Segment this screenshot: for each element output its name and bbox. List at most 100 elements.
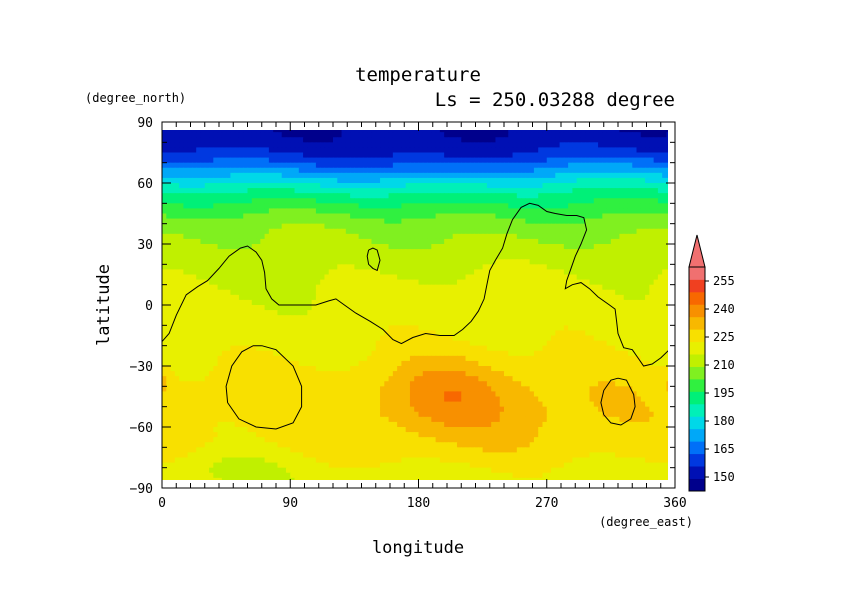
y-units-label: (degree_north) — [85, 91, 186, 105]
heatmap-cell — [392, 162, 398, 169]
heatmap-cell — [585, 213, 591, 220]
heatmap-cell — [384, 315, 390, 321]
heatmap-cell — [328, 142, 334, 149]
heatmap-cell — [512, 244, 518, 250]
heatmap-cell — [397, 177, 402, 184]
heatmap-cell — [307, 330, 313, 337]
heatmap-cell — [593, 152, 599, 159]
heatmap-cell — [516, 320, 522, 326]
heatmap-cell — [572, 330, 578, 337]
heatmap-cell — [572, 193, 578, 199]
heatmap-cell — [623, 325, 629, 332]
heatmap-cell — [435, 183, 441, 189]
heatmap-cell — [243, 279, 249, 286]
heatmap-cell — [666, 157, 668, 164]
heatmap-cell — [392, 142, 398, 149]
heatmap-cell — [546, 310, 552, 316]
heatmap-cell — [593, 223, 599, 230]
heatmap-cell — [285, 315, 291, 321]
heatmap-cell — [298, 157, 304, 164]
heatmap-cell — [290, 294, 296, 301]
heatmap-cell — [392, 264, 398, 271]
heatmap-cell — [491, 203, 497, 210]
heatmap-cell — [281, 264, 287, 271]
heatmap-cell — [645, 228, 650, 235]
heatmap-cell — [521, 294, 526, 301]
heatmap-cell — [422, 238, 428, 245]
heatmap-cell — [551, 157, 556, 164]
heatmap-cell — [439, 188, 445, 194]
heatmap-cell — [397, 305, 402, 311]
heatmap-cell — [499, 264, 505, 271]
heatmap-cell — [431, 137, 437, 143]
heatmap-cell — [512, 137, 518, 143]
heatmap-cell — [328, 188, 334, 194]
heatmap-cell — [414, 279, 420, 286]
heatmap-cell — [452, 208, 458, 215]
heatmap-cell — [362, 320, 368, 326]
heatmap-cell — [465, 218, 471, 225]
heatmap-cell — [645, 259, 650, 265]
heatmap-cell — [388, 274, 394, 281]
heatmap-cell — [367, 228, 373, 235]
heatmap-cell — [598, 203, 603, 210]
heatmap-cell — [580, 294, 586, 301]
heatmap-cell — [478, 213, 484, 220]
heatmap-cell — [585, 274, 591, 281]
heatmap-cell — [345, 167, 351, 174]
heatmap-cell — [285, 177, 291, 184]
heatmap-cell — [435, 132, 441, 138]
heatmap-cell — [619, 259, 625, 265]
heatmap-cell — [200, 167, 206, 174]
heatmap-cell — [256, 310, 261, 316]
heatmap-cell — [264, 132, 270, 138]
heatmap-cell — [209, 325, 214, 332]
heatmap-cell — [337, 152, 343, 159]
heatmap-cell — [367, 177, 373, 184]
heatmap-cell — [281, 198, 287, 204]
heatmap-cell — [491, 238, 497, 245]
heatmap-cell — [653, 254, 659, 260]
heatmap-cell — [649, 162, 655, 169]
heatmap-cell — [627, 310, 633, 316]
heatmap-cell — [277, 320, 283, 326]
heatmap-cell — [307, 167, 313, 174]
heatmap-cell — [371, 244, 377, 250]
heatmap-cell — [221, 284, 227, 291]
heatmap-cell — [448, 330, 454, 337]
heatmap-cell — [200, 198, 206, 204]
heatmap-cell — [358, 132, 364, 138]
heatmap-cell — [200, 289, 206, 296]
heatmap-cell — [320, 188, 326, 194]
heatmap-cell — [533, 203, 539, 210]
heatmap-cell — [187, 238, 193, 245]
heatmap-cell — [619, 130, 625, 133]
heatmap-cell — [486, 244, 492, 250]
heatmap-cell — [422, 147, 428, 154]
heatmap-cell — [268, 218, 274, 225]
heatmap-cell — [209, 223, 214, 230]
heatmap-cell — [598, 218, 603, 225]
heatmap-cell — [234, 249, 240, 255]
heatmap-cell — [606, 208, 612, 215]
heatmap-cell — [512, 274, 518, 281]
heatmap-cell — [521, 269, 526, 276]
heatmap-cell — [268, 249, 274, 255]
heatmap-cell — [337, 183, 343, 189]
heatmap-cell — [585, 330, 591, 337]
heatmap-cell — [290, 142, 296, 149]
heatmap-cell — [311, 259, 317, 265]
heatmap-cell — [572, 203, 578, 210]
heatmap-cell — [354, 249, 360, 255]
heatmap-cell — [268, 177, 274, 184]
heatmap-cell — [508, 269, 514, 276]
heatmap-cell — [657, 132, 663, 138]
heatmap-cell — [521, 233, 526, 240]
heatmap-cell — [397, 284, 402, 291]
heatmap-cell — [191, 147, 197, 154]
heatmap-cell — [640, 320, 646, 326]
heatmap-cell — [418, 208, 424, 215]
heatmap-cell — [251, 188, 257, 194]
heatmap-cell — [405, 279, 411, 286]
heatmap-cell — [371, 193, 377, 199]
